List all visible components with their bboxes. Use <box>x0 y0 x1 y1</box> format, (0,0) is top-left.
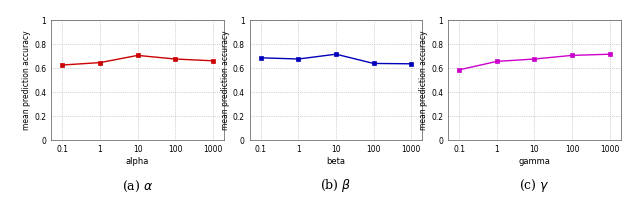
Text: (c) $\gamma$: (c) $\gamma$ <box>519 178 550 194</box>
X-axis label: gamma: gamma <box>518 157 550 166</box>
X-axis label: alpha: alpha <box>126 157 149 166</box>
Y-axis label: mean prediction accuracy: mean prediction accuracy <box>221 30 230 130</box>
Text: (a) $\alpha$: (a) $\alpha$ <box>122 178 153 194</box>
Text: (b) $\beta$: (b) $\beta$ <box>321 178 351 194</box>
Y-axis label: mean prediction accuracy: mean prediction accuracy <box>419 30 428 130</box>
X-axis label: beta: beta <box>326 157 346 166</box>
Y-axis label: mean prediction accuracy: mean prediction accuracy <box>22 30 31 130</box>
